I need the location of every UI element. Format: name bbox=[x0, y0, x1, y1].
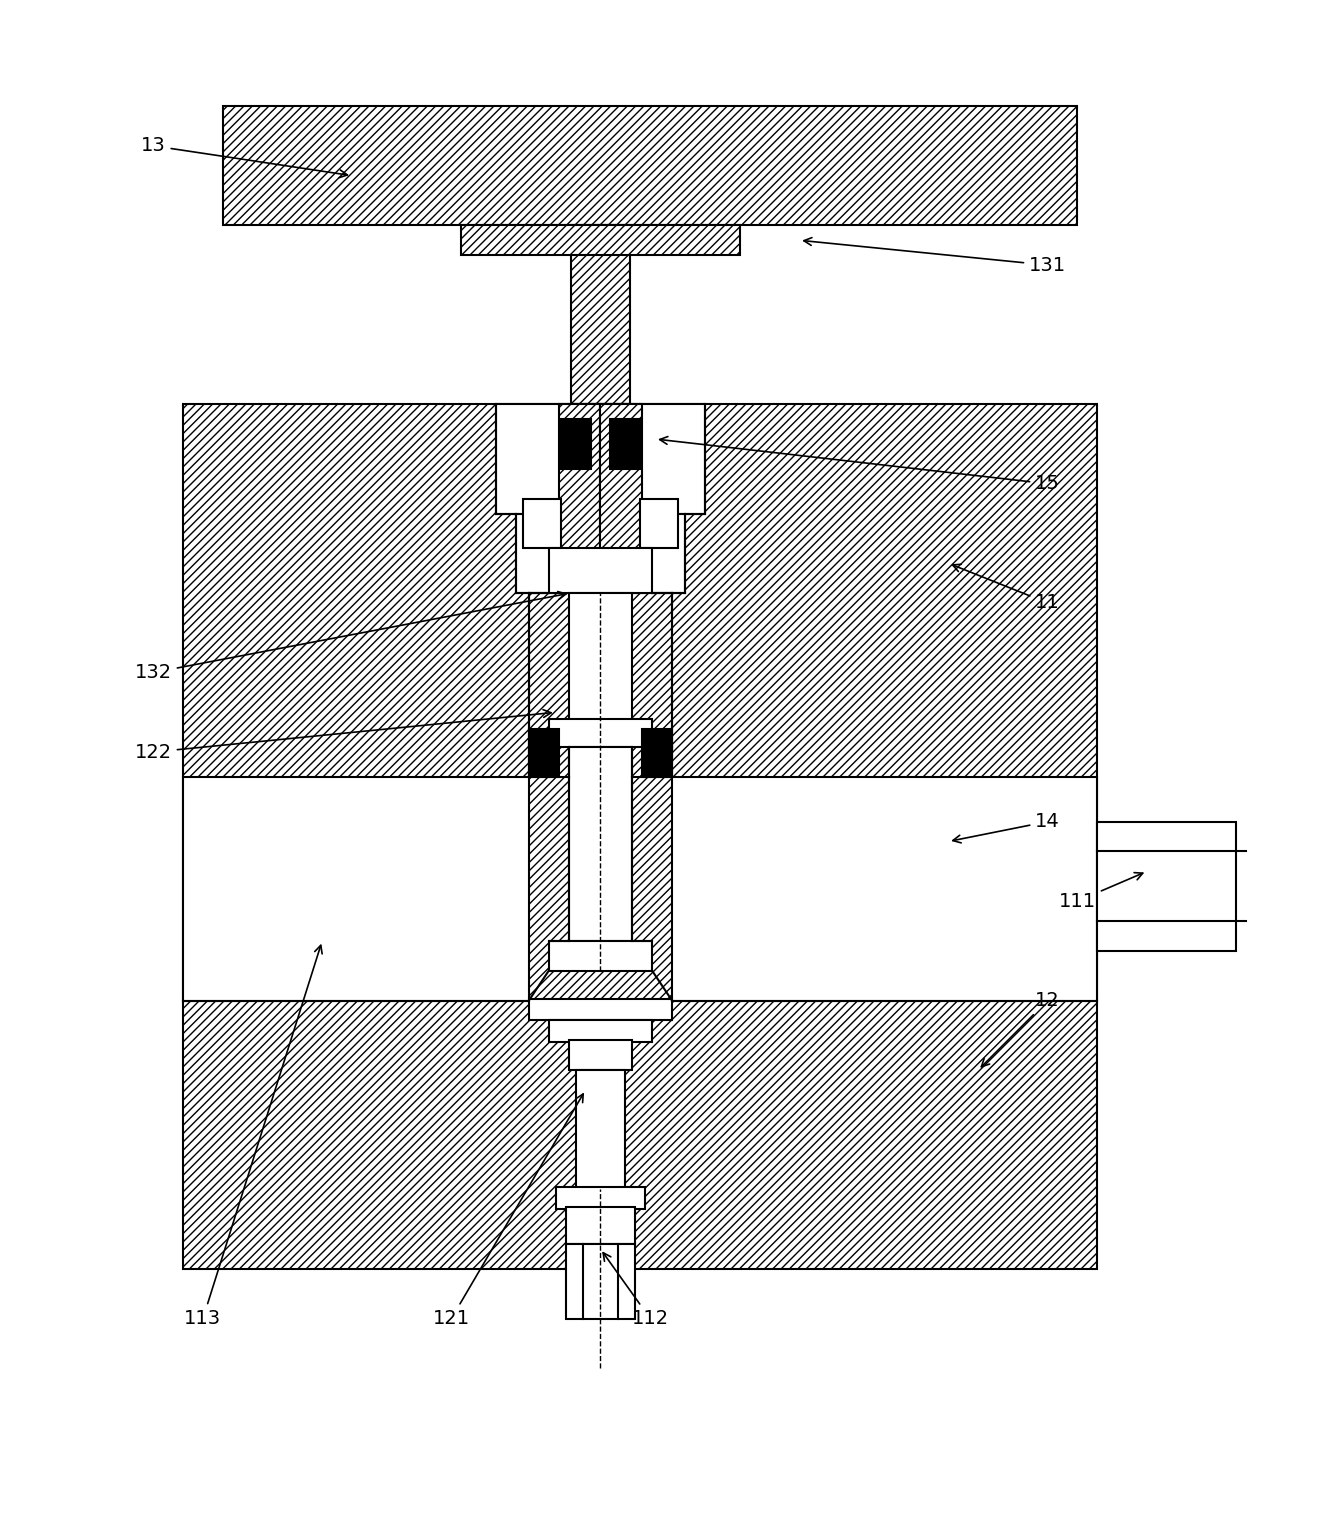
Bar bbox=[548, 720, 652, 747]
Bar bbox=[560, 419, 590, 469]
Bar bbox=[555, 1187, 645, 1208]
Text: 122: 122 bbox=[134, 709, 551, 761]
Text: 12: 12 bbox=[981, 991, 1060, 1067]
Text: 11: 11 bbox=[953, 565, 1060, 612]
Bar bbox=[183, 405, 1097, 1269]
Text: 112: 112 bbox=[603, 1253, 669, 1329]
Bar bbox=[610, 419, 640, 469]
Bar bbox=[548, 1020, 652, 1043]
Bar bbox=[566, 1243, 636, 1318]
Text: 15: 15 bbox=[660, 437, 1060, 493]
Bar bbox=[516, 513, 685, 594]
Bar bbox=[566, 1207, 636, 1243]
Bar bbox=[672, 776, 1097, 1000]
Bar bbox=[223, 107, 1078, 225]
Text: 132: 132 bbox=[134, 592, 566, 682]
Bar bbox=[640, 499, 677, 548]
Bar bbox=[523, 499, 560, 548]
Bar bbox=[571, 225, 630, 405]
Text: 111: 111 bbox=[1059, 872, 1142, 910]
Bar bbox=[1097, 822, 1236, 951]
Bar bbox=[569, 1040, 632, 1070]
Bar bbox=[530, 998, 672, 1020]
Bar bbox=[559, 405, 601, 594]
Bar bbox=[569, 747, 632, 941]
Bar bbox=[575, 1070, 625, 1189]
Bar bbox=[183, 776, 530, 1000]
Bar bbox=[548, 941, 652, 971]
Bar bbox=[548, 548, 652, 594]
Text: 131: 131 bbox=[804, 237, 1066, 274]
Bar bbox=[601, 405, 642, 594]
Bar bbox=[530, 729, 559, 776]
Bar bbox=[496, 405, 704, 513]
Text: 14: 14 bbox=[953, 813, 1060, 843]
Text: 121: 121 bbox=[433, 1094, 583, 1329]
Bar bbox=[461, 225, 739, 256]
Bar bbox=[569, 594, 632, 723]
Text: 13: 13 bbox=[141, 137, 347, 178]
Text: 113: 113 bbox=[184, 945, 323, 1329]
Bar bbox=[642, 729, 672, 776]
